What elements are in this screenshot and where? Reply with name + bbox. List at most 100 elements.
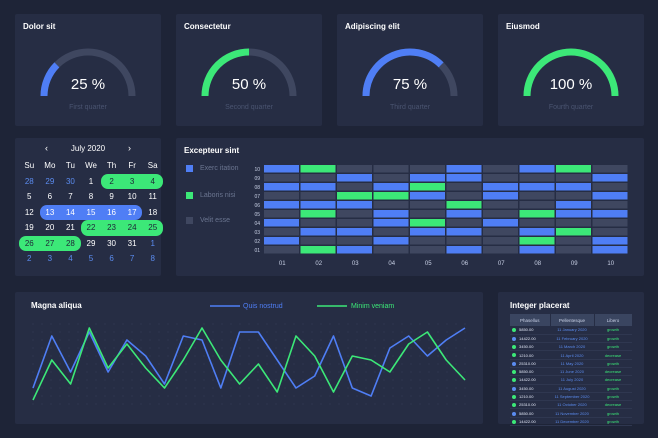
table-cell: growth: [594, 392, 632, 402]
grid-dot: [464, 371, 466, 373]
calendar-day[interactable]: 5: [27, 192, 32, 202]
calendar-day[interactable]: 16: [101, 204, 122, 220]
grid-dot: [239, 387, 241, 389]
calendar-day[interactable]: 10: [127, 192, 137, 202]
grid-dot: [392, 395, 394, 397]
heatmap-row-label: 06: [254, 203, 260, 209]
grid-dot: [293, 355, 295, 357]
grid-dot: [32, 339, 34, 341]
grid-dot: [212, 363, 214, 365]
grid-dot: [464, 387, 466, 389]
heatmap-column-label: 02: [315, 261, 322, 267]
calendar-day[interactable]: 4: [68, 254, 73, 264]
grid-dot: [86, 323, 88, 325]
chevron-right-icon[interactable]: ›: [128, 143, 131, 153]
calendar-day[interactable]: 11: [148, 192, 157, 202]
calendar-day[interactable]: 29: [86, 238, 96, 248]
calendar-day[interactable]: 19: [24, 223, 34, 233]
table-header[interactable]: Libero: [594, 314, 633, 326]
calendar-day[interactable]: 5: [88, 254, 94, 264]
calendar-day[interactable]: 1: [150, 238, 155, 248]
calendar-day[interactable]: 9: [109, 192, 114, 202]
calendar-day[interactable]: 12: [24, 207, 34, 217]
calendar-day[interactable]: 4: [142, 173, 163, 189]
heatmap-cell: [446, 228, 482, 236]
table-row[interactable]: 3450.00 11 August 2020 growth: [510, 384, 632, 393]
cell-value: 1210.00: [519, 394, 534, 400]
calendar-day[interactable]: 2: [27, 254, 32, 264]
grid-dot: [113, 339, 115, 341]
calendar-day[interactable]: 15: [80, 204, 102, 220]
grid-dot: [212, 355, 214, 357]
heatmap-cell: [300, 219, 336, 227]
calendar-day[interactable]: 26: [19, 235, 40, 251]
table-header[interactable]: Pellentesque: [550, 314, 595, 326]
table-row[interactable]: 1210.00 11 April 2020 decrease: [510, 350, 632, 360]
grid-dot: [338, 339, 340, 341]
calendar-day[interactable]: 3: [121, 173, 143, 189]
calendar-day[interactable]: 7: [68, 192, 73, 202]
table-row[interactable]: 5850.00 11 November 2020 growth: [510, 408, 632, 418]
table-row[interactable]: 5850.00 11 January 2020 growth: [510, 326, 632, 335]
calendar-day[interactable]: 30: [65, 176, 75, 186]
calendar-day[interactable]: 24: [121, 220, 143, 236]
grid-dot: [176, 403, 178, 405]
calendar-day[interactable]: 27: [39, 235, 61, 251]
grid-dot: [140, 395, 142, 397]
calendar-day[interactable]: 31: [127, 238, 137, 248]
grid-dot: [302, 331, 304, 333]
weekday-label: Th: [106, 161, 117, 171]
calendar-day[interactable]: 25: [142, 220, 163, 236]
calendar-day[interactable]: 22: [80, 220, 102, 236]
calendar-day[interactable]: 13: [39, 204, 61, 220]
heatmap-cell: [410, 174, 445, 182]
grid-dot: [419, 395, 421, 397]
grid-dot: [338, 403, 340, 405]
calendar-day[interactable]: 18: [148, 207, 158, 217]
grid-dot: [149, 355, 151, 357]
grid-dot: [347, 355, 349, 357]
calendar-day[interactable]: 28: [60, 235, 81, 251]
table-row[interactable]: 1210.00 11 September 2020 growth: [510, 392, 632, 402]
grid-dot: [266, 371, 268, 373]
calendar-day[interactable]: 20: [45, 223, 55, 233]
table-row[interactable]: 25310.00 11 May 2020 growth: [510, 359, 632, 369]
calendar-day[interactable]: 30: [107, 238, 117, 248]
heatmap-cell: [410, 210, 445, 218]
calendar-day[interactable]: 7: [129, 254, 135, 264]
table-row[interactable]: 14422.00 11 July 2020 decrease: [510, 375, 632, 385]
grid-dot: [50, 323, 52, 325]
grid-dot: [68, 323, 70, 325]
calendar-day[interactable]: 14: [60, 204, 81, 220]
calendar-day[interactable]: 2: [101, 173, 122, 189]
calendar-day[interactable]: 21: [65, 223, 75, 233]
grid-dot: [194, 323, 196, 325]
heatmap-cell: [337, 210, 372, 218]
table-row[interactable]: 3450.00 11 March 2020 growth: [510, 342, 632, 352]
table-header[interactable]: Phasellus: [510, 314, 551, 326]
table-row[interactable]: 14422.00 11 December 2020 growth: [510, 417, 632, 427]
table-row[interactable]: 5850.00 11 June 2020 decrease: [510, 367, 632, 377]
calendar-day[interactable]: 8: [150, 254, 155, 264]
gauge-title: Consectetur: [184, 22, 231, 31]
calendar-day[interactable]: 6: [47, 192, 53, 202]
calendar-day[interactable]: 28: [24, 176, 34, 186]
calendar-day[interactable]: 17: [121, 204, 143, 220]
table-row[interactable]: 14422.00 11 February 2020 growth: [510, 334, 632, 344]
grid-dot: [203, 339, 205, 341]
calendar-day[interactable]: 23: [101, 220, 122, 236]
chevron-left-icon[interactable]: ‹: [45, 143, 48, 153]
calendar-day[interactable]: 8: [88, 192, 94, 202]
calendar-day[interactable]: 3: [47, 254, 53, 264]
calendar-day[interactable]: 1: [88, 176, 94, 186]
grid-dot: [122, 403, 124, 405]
table-row[interactable]: 25310.00 11 October 2020 decrease: [510, 400, 632, 410]
status-dot-icon: [512, 328, 516, 333]
grid-dot: [446, 355, 448, 357]
grid-dot: [248, 363, 250, 365]
grid-dot: [392, 379, 394, 381]
calendar-day[interactable]: 6: [109, 254, 114, 264]
grid-dot: [401, 379, 403, 381]
grid-dot: [86, 379, 88, 381]
calendar-day[interactable]: 29: [45, 176, 55, 186]
